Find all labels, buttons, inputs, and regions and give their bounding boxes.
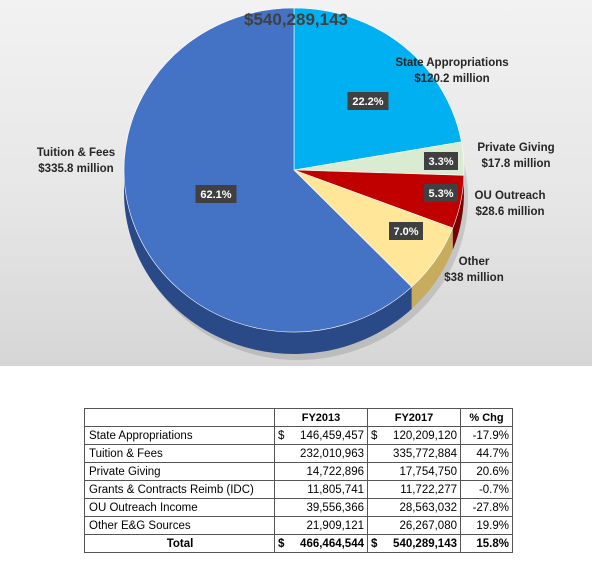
currency-symbol: $ (371, 537, 378, 550)
pie-side-3 (411, 228, 453, 309)
revenue-table: FY2013 FY2017 % Chg State Appropriations… (84, 408, 513, 553)
cell-value: 335,772,884 (393, 447, 457, 460)
svg-text:62.1%: 62.1% (200, 189, 231, 201)
data-label-pct: 22.2% (347, 92, 389, 110)
row-label: Grants & Contracts Reimb (IDC) (84, 480, 275, 499)
cell-value: 28,563,032 (399, 501, 457, 514)
cell-fy2013: $146,459,457 (274, 426, 368, 445)
cell-fy2017: 17,754,750 (367, 462, 461, 481)
currency-symbol: $ (278, 429, 285, 442)
svg-text:5.3%: 5.3% (428, 188, 453, 200)
cell-value: 26,267,080 (399, 519, 457, 532)
table-row: Other E&G Sources 21,909,121 26,267,080 19.… (84, 516, 513, 535)
cell-value: 11,722,277 (400, 483, 457, 496)
svg-text:22.2%: 22.2% (352, 96, 383, 108)
slice-label: State Appropriations $120.2 million (395, 57, 508, 85)
cell-value: 466,464,544 (300, 537, 364, 550)
cell-fy2013: 11,805,741 (274, 480, 368, 499)
cell-pct-chg: -0.7% (460, 480, 513, 499)
pie-side-4 (124, 170, 412, 354)
cell-fy2013: 39,556,366 (274, 498, 368, 517)
cell-fy2017: 28,563,032 (367, 498, 461, 517)
cell-value: 540,289,143 (393, 537, 457, 550)
cell-pct-chg: -17.9% (460, 426, 513, 445)
cell-fy2017: $540,289,143 (367, 534, 461, 553)
cell-pct-chg: 44.7% (460, 444, 513, 463)
cell-value: 14,722,896 (306, 465, 364, 478)
table-row: OU Outreach Income 39,556,366 28,563,032 -2… (84, 498, 513, 517)
currency-symbol: $ (278, 537, 285, 550)
cell-value: 39,556,366 (306, 501, 364, 514)
table-total-row: Total $466,464,544 $540,289,143 15.8% (84, 534, 513, 553)
cell-pct-chg: 20.6% (460, 462, 513, 481)
data-label-pct: 3.3% (424, 152, 458, 170)
row-label: Other E&G Sources (84, 516, 275, 535)
row-label: Private Giving (84, 462, 275, 481)
chart-title: $540,289,143 (244, 10, 348, 29)
row-label: Total (84, 534, 275, 553)
header-label (84, 408, 275, 427)
cell-fy2017: $120,209,120 (367, 426, 461, 445)
data-label-pct: 7.0% (389, 222, 423, 240)
cell-fy2013: 232,010,963 (274, 444, 368, 463)
cell-fy2017: 335,772,884 (367, 444, 461, 463)
header-fy2013: FY2013 (274, 408, 368, 427)
cell-pct-chg: 19.9% (460, 516, 513, 535)
pie-slice-tuition-fees (123, 7, 413, 333)
slice-label: Tuition & Fees $335.8 million (37, 147, 115, 175)
pie-slice-state-appropriations (293, 7, 462, 171)
slice-label: Other $38 million (444, 256, 503, 284)
cell-value: 21,909,121 (306, 519, 364, 532)
slice-label: OU Outreach $28.6 million (475, 190, 546, 218)
cell-fy2013: 21,909,121 (274, 516, 368, 535)
header-pct-chg: % Chg (460, 408, 513, 427)
svg-text:3.3%: 3.3% (428, 156, 453, 168)
table-row: State Appropriations $146,459,457 $120,209… (84, 426, 513, 445)
header-fy2017: FY2017 (367, 408, 461, 427)
table-row: Private Giving 14,722,896 17,754,750 20.6% (84, 462, 513, 481)
cell-value: 120,209,120 (393, 429, 457, 442)
cell-fy2013: $466,464,544 (274, 534, 368, 553)
cell-fy2017: 26,267,080 (367, 516, 461, 535)
pie-chart: 22.2% 3.3% 5.3% 7.0% 62.1% State Appropriatio… (37, 7, 555, 360)
cell-pct-chg: -27.8% (460, 498, 513, 517)
cell-value: 232,010,963 (300, 447, 364, 460)
table-row: Tuition & Fees 232,010,963 335,772,884 44.7… (84, 444, 513, 463)
row-label: OU Outreach Income (84, 498, 275, 517)
svg-text:7.0%: 7.0% (393, 226, 418, 238)
cell-fy2013: 14,722,896 (274, 462, 368, 481)
cell-value: 11,805,741 (307, 483, 364, 496)
cell-value: 17,754,750 (399, 465, 457, 478)
chart-panel: 22.2% 3.3% 5.3% 7.0% 62.1% State Appropriatio… (0, 0, 592, 366)
currency-symbol: $ (371, 429, 378, 442)
cell-pct-chg: 15.8% (460, 534, 513, 553)
data-label-pct: 62.1% (195, 185, 237, 203)
table-header-row: FY2013 FY2017 % Chg (84, 408, 513, 427)
data-label-pct: 5.3% (424, 184, 458, 202)
table-row: Grants & Contracts Reimb (IDC) 11,805,741… (84, 480, 513, 499)
row-label: Tuition & Fees (84, 444, 275, 463)
slice-label: Private Giving $17.8 million (477, 142, 554, 170)
cell-value: 146,459,457 (300, 429, 364, 442)
row-label: State Appropriations (84, 426, 275, 445)
cell-fy2017: 11,722,277 (367, 480, 461, 499)
